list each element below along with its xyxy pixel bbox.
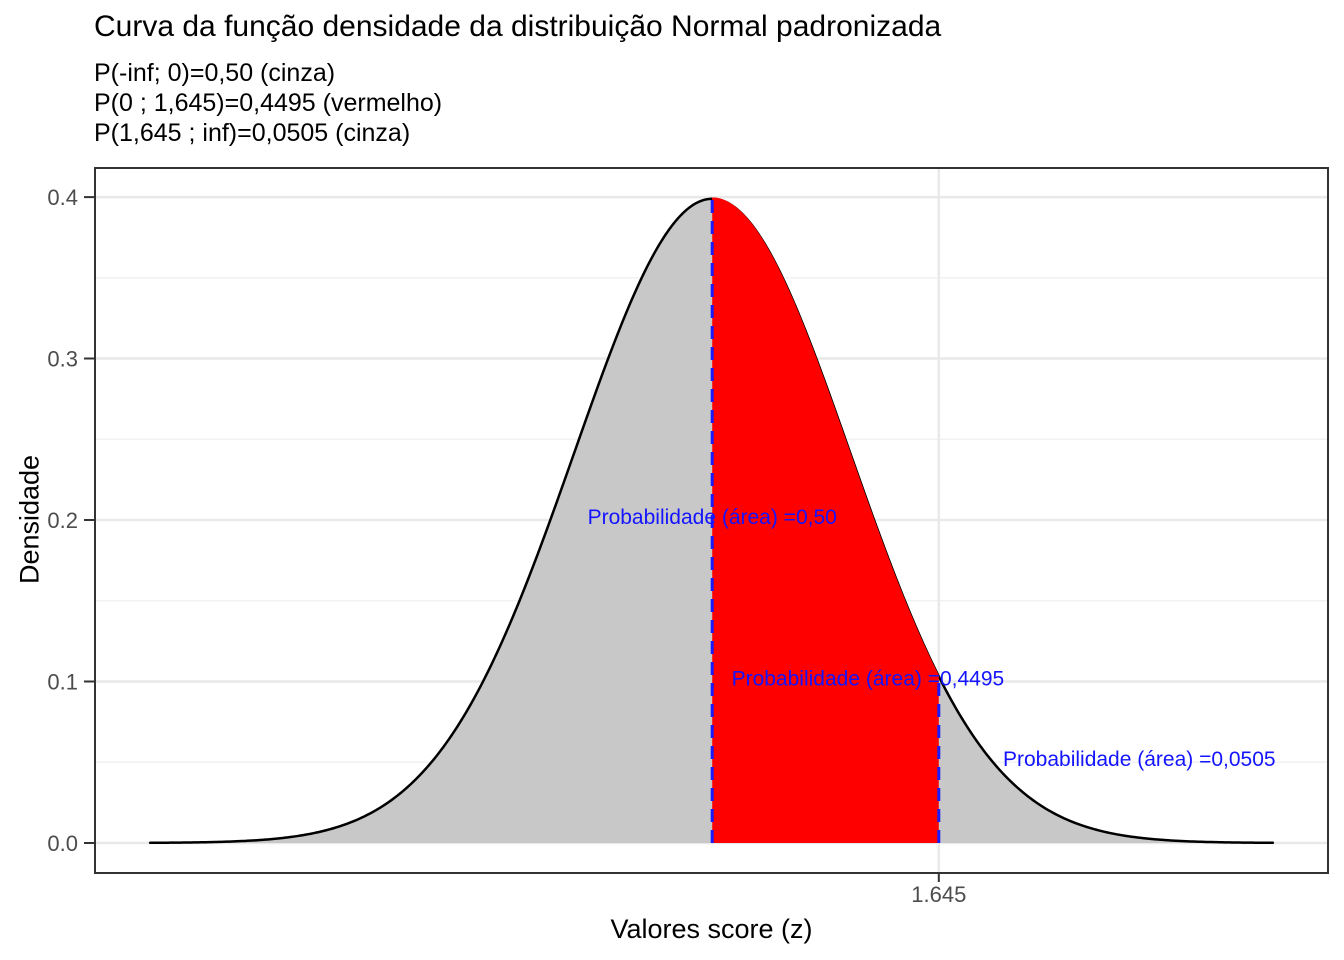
x-axis-tick-label: 1.645	[911, 882, 966, 907]
density-curve	[148, 197, 1275, 845]
density-region-right-tail-gray	[938, 676, 1273, 843]
annotation-probability-3: Probabilidade (área) =0,0505	[1003, 748, 1276, 771]
chart-subtitle: P(-inf; 0)=0,50 (cinza) P(0 ; 1,645)=0,4…	[94, 58, 442, 148]
subtitle-line-2: P(0 ; 1,645)=0,4495 (vermelho)	[94, 89, 443, 117]
y-axis-title: Densidade	[14, 454, 45, 585]
y-axis-tick-label: 0.3	[47, 347, 78, 372]
y-axis-tick-label: 0.2	[47, 508, 78, 533]
annotation-probability-2: Probabilidade (área) =0,4495	[732, 668, 1005, 691]
density-region-left-tail-gray	[150, 198, 713, 843]
y-axis-tick-label: 0.4	[47, 185, 78, 210]
subtitle-line-3: P(1,645 ; inf)=0,0505 (cinza)	[94, 119, 411, 147]
y-axis-tick-label: 0.0	[47, 831, 78, 856]
chart-title: Curva da função densidade da distribuiçã…	[94, 10, 942, 43]
subtitle-line-1: P(-inf; 0)=0,50 (cinza)	[94, 59, 336, 87]
density-region-middle-red	[712, 197, 939, 843]
annotation-probability-1: Probabilidade (área) =0,50	[588, 506, 837, 529]
x-axis-title: Valores score (z)	[610, 914, 813, 944]
y-axis-tick-label: 0.1	[47, 670, 78, 695]
